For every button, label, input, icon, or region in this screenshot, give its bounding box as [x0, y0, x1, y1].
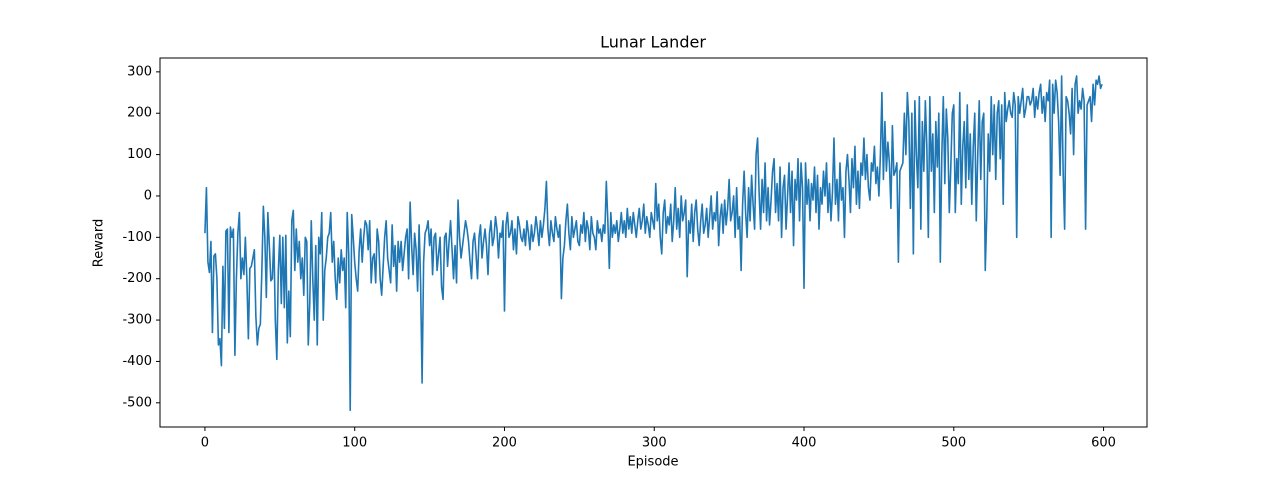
x-axis-label: Episode — [627, 455, 678, 470]
y-tick-label: 300 — [127, 64, 152, 79]
y-tick-label: 0 — [144, 188, 152, 203]
x-tick-label: 300 — [642, 436, 667, 451]
y-tick-label: -400 — [122, 354, 152, 369]
y-axis-label: Reward — [92, 219, 107, 267]
x-tick-label: 600 — [1091, 436, 1116, 451]
y-tick-label: -100 — [122, 230, 152, 245]
x-tick-label: 100 — [342, 436, 367, 451]
chart-title: Lunar Lander — [600, 33, 706, 52]
x-tick-label: 400 — [792, 436, 817, 451]
plot-frame — [159, 57, 1148, 428]
y-tick-label: -300 — [122, 313, 152, 328]
x-tick-label: 0 — [201, 436, 209, 451]
data-line — [204, 75, 1103, 412]
y-tick-label: 100 — [127, 147, 152, 162]
y-tick-label: -500 — [122, 395, 152, 410]
y-tick-label: 200 — [127, 106, 152, 121]
y-tick-label: -200 — [122, 271, 152, 286]
x-tick-label: 200 — [492, 436, 517, 451]
x-tick-label: 500 — [941, 436, 966, 451]
